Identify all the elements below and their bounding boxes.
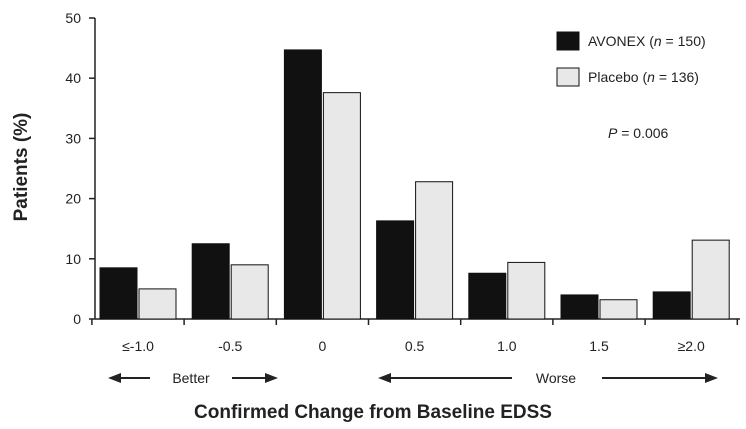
y-tick-label: 20 bbox=[65, 191, 81, 207]
x-tick-label: 1.0 bbox=[497, 338, 517, 354]
bar-avonex-5 bbox=[560, 294, 599, 320]
legend-swatch-avonex bbox=[556, 31, 580, 51]
bar-avonex-6 bbox=[652, 291, 691, 320]
y-tick-label: 0 bbox=[73, 311, 81, 327]
bar-placebo-1 bbox=[230, 264, 269, 320]
bar-avonex-2 bbox=[283, 49, 322, 320]
bar-placebo-3 bbox=[415, 181, 454, 320]
bar-avonex-4 bbox=[468, 272, 507, 320]
y-tick-label: 10 bbox=[65, 251, 81, 267]
x-tick-label: 0 bbox=[319, 338, 327, 354]
worse-label: Worse bbox=[536, 370, 576, 386]
y-tick-label: 40 bbox=[65, 70, 81, 86]
bar-avonex-0 bbox=[99, 267, 138, 320]
bar-avonex-3 bbox=[376, 220, 415, 320]
y-axis: 0 10 20 30 40 50 bbox=[65, 10, 96, 327]
p-value-annotation: P = 0.006 bbox=[608, 125, 669, 141]
bars bbox=[99, 49, 730, 320]
x-axis-title: Confirmed Change from Baseline EDSS bbox=[194, 402, 552, 423]
x-tick-label: 0.5 bbox=[405, 338, 425, 354]
x-tick-label: 1.5 bbox=[589, 338, 609, 354]
y-axis-title: Patients (%) bbox=[11, 113, 32, 222]
legend-swatch-placebo bbox=[556, 67, 580, 87]
better-arrow bbox=[108, 373, 278, 383]
y-tick-label: 30 bbox=[65, 130, 81, 146]
bar-avonex-1 bbox=[191, 243, 230, 320]
x-tick-label: ≤-1.0 bbox=[122, 338, 154, 354]
bar-placebo-6 bbox=[691, 239, 730, 320]
bar-placebo-5 bbox=[599, 299, 638, 320]
x-tick-label: ≥2.0 bbox=[678, 338, 705, 354]
legend-label-avonex: AVONEX (n = 150) bbox=[588, 33, 706, 49]
bar-placebo-2 bbox=[322, 92, 361, 320]
worse-arrow bbox=[378, 373, 718, 383]
y-tick-label: 50 bbox=[65, 10, 81, 26]
x-tick-label: -0.5 bbox=[218, 338, 242, 354]
bar-placebo-4 bbox=[507, 261, 546, 320]
better-label: Better bbox=[172, 370, 210, 386]
x-axis: ≤-1.0 -0.5 0 0.5 1.0 1.5 ≥2.0 bbox=[91, 318, 740, 354]
bar-placebo-0 bbox=[138, 288, 177, 320]
legend: AVONEX (n = 150) Placebo (n = 136) bbox=[556, 31, 706, 87]
legend-label-placebo: Placebo (n = 136) bbox=[588, 69, 699, 85]
